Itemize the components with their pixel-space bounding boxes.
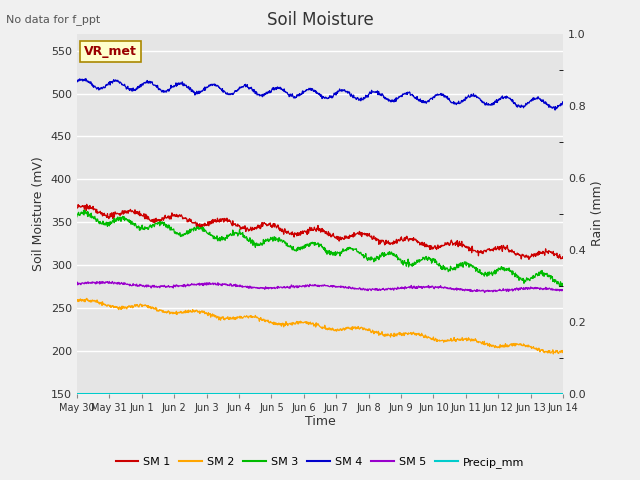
- Text: No data for f_ppt: No data for f_ppt: [6, 14, 100, 25]
- Y-axis label: Rain (mm): Rain (mm): [591, 181, 604, 246]
- Legend: SM 1, SM 2, SM 3, SM 4, SM 5, Precip_mm: SM 1, SM 2, SM 3, SM 4, SM 5, Precip_mm: [111, 452, 529, 472]
- X-axis label: Time: Time: [305, 415, 335, 429]
- Y-axis label: Soil Moisture (mV): Soil Moisture (mV): [32, 156, 45, 271]
- Text: VR_met: VR_met: [84, 45, 137, 58]
- Title: Soil Moisture: Soil Moisture: [267, 11, 373, 29]
